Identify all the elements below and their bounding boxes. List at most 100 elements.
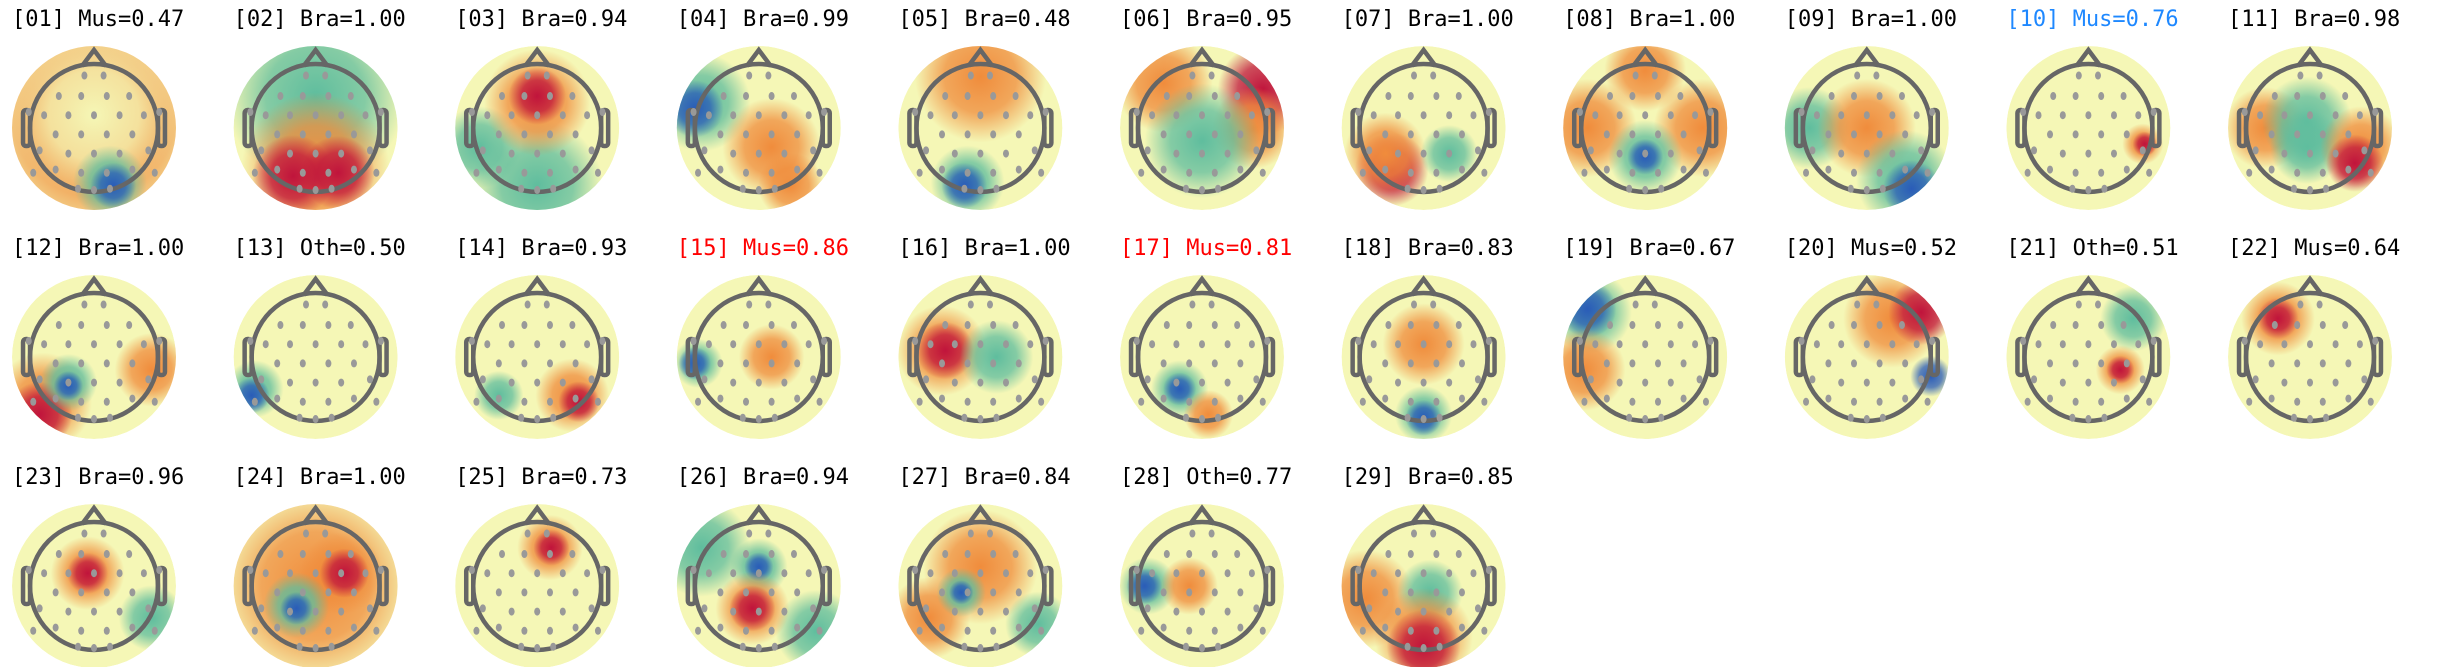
electrode-marker	[65, 378, 72, 387]
electrode-marker	[816, 397, 823, 406]
electrode-marker	[2085, 415, 2092, 424]
topomap-activation-blob	[2106, 355, 2135, 384]
electrode-marker	[821, 566, 828, 575]
electrode-marker	[559, 149, 566, 158]
electrode-marker	[325, 550, 332, 559]
electrode-marker	[2024, 397, 2031, 406]
electrode-marker	[1455, 321, 1462, 330]
electrode-marker	[2059, 149, 2066, 158]
electrode-marker	[78, 321, 85, 330]
electrode-marker	[1407, 550, 1414, 559]
electrode-marker	[262, 111, 269, 120]
electrode-marker	[1654, 397, 1661, 406]
electrode-marker	[524, 300, 531, 309]
electrode-marker	[781, 607, 788, 616]
electrode-marker	[1002, 149, 1009, 158]
electrode-marker	[1237, 394, 1244, 403]
electrode-marker	[546, 397, 553, 406]
electrode-marker	[129, 394, 136, 403]
electrode-marker	[534, 644, 541, 653]
electrode-marker	[810, 604, 817, 613]
topomap-component-25: [25] Bra=0.73	[455, 465, 627, 667]
electrode-marker	[1214, 642, 1221, 651]
component-title: [15] Mus=0.86	[677, 236, 849, 261]
electrode-marker	[768, 397, 775, 406]
electrode-marker	[52, 165, 59, 174]
electrode-marker	[951, 149, 958, 158]
electrode-marker	[296, 413, 303, 422]
electrode-marker	[1404, 184, 1411, 193]
electrode-marker	[1186, 92, 1193, 101]
electrode-marker	[1474, 604, 1481, 613]
electrode-marker	[768, 168, 775, 177]
electrode-marker	[41, 569, 48, 578]
electrode-marker	[1629, 130, 1636, 139]
electrode-marker	[755, 607, 762, 616]
electrode-marker	[2047, 394, 2054, 403]
electrode-marker	[1407, 359, 1414, 368]
electrode-marker	[912, 337, 919, 346]
electrode-marker	[1160, 394, 1167, 403]
electrode-marker	[594, 168, 601, 177]
component-title: [22] Mus=0.64	[2228, 236, 2400, 261]
electrode-marker	[1851, 397, 1858, 406]
electrode-marker	[781, 569, 788, 578]
electrode-marker	[717, 359, 724, 368]
electrode-marker	[942, 550, 949, 559]
electrode-marker	[794, 623, 801, 632]
electrode-marker	[961, 184, 968, 193]
electrode-marker	[116, 607, 123, 616]
nose-icon	[80, 504, 108, 526]
electrode-marker	[116, 569, 123, 578]
electrode-marker	[274, 359, 281, 368]
electrode-marker	[1913, 340, 1920, 349]
electrode-marker	[1199, 644, 1205, 653]
component-title: [11] Bra=0.98	[2228, 7, 2400, 32]
electrode-marker	[1876, 397, 1883, 406]
electrode-marker	[2123, 165, 2130, 174]
electrode-marker	[1163, 321, 1170, 330]
electrode-marker	[1854, 71, 1861, 80]
electrode-marker	[2271, 321, 2278, 330]
electrode-marker	[2139, 375, 2146, 384]
electrode-marker	[1838, 378, 1845, 387]
electrode-marker	[2246, 397, 2253, 406]
electrode-marker	[1199, 415, 1205, 424]
electrode-marker	[1667, 149, 1674, 158]
electrode-marker	[129, 165, 136, 174]
electrode-marker	[274, 623, 281, 632]
electrode-marker	[116, 111, 123, 120]
electrode-marker	[794, 394, 801, 403]
electrode-marker	[126, 92, 133, 101]
electrode-marker	[2072, 130, 2079, 139]
electrode-marker	[325, 588, 332, 597]
topomap-activation-blob	[914, 46, 1047, 143]
electrode-marker	[2332, 340, 2339, 349]
electrode-marker	[116, 149, 123, 158]
electrode-marker	[312, 378, 319, 387]
electrode-marker	[1385, 550, 1392, 559]
electrode-marker	[1015, 165, 1022, 174]
topomap-component-20: [20] Mus=0.52	[1784, 236, 1957, 439]
electrode-marker	[790, 92, 797, 101]
electrode-marker	[1863, 415, 1870, 424]
electrode-marker	[2291, 184, 2298, 193]
electrode-marker	[116, 340, 123, 349]
electrode-marker	[129, 359, 136, 368]
electrode-marker	[1027, 569, 1034, 578]
electrode-marker	[1224, 111, 1231, 120]
electrode-marker	[247, 337, 254, 346]
electrode-marker	[1481, 626, 1488, 635]
electrode-marker	[91, 415, 97, 424]
electrode-marker	[299, 321, 306, 330]
electrode-marker	[1576, 108, 1583, 117]
electrode-marker	[338, 149, 345, 158]
electrode-marker	[65, 607, 72, 616]
electrode-marker	[1211, 168, 1218, 177]
electrode-marker	[771, 413, 778, 422]
electrode-marker	[690, 108, 697, 117]
nose-icon	[1409, 504, 1438, 526]
electrode-marker	[816, 168, 823, 177]
electrode-marker	[151, 397, 158, 406]
electrode-marker	[916, 626, 923, 635]
